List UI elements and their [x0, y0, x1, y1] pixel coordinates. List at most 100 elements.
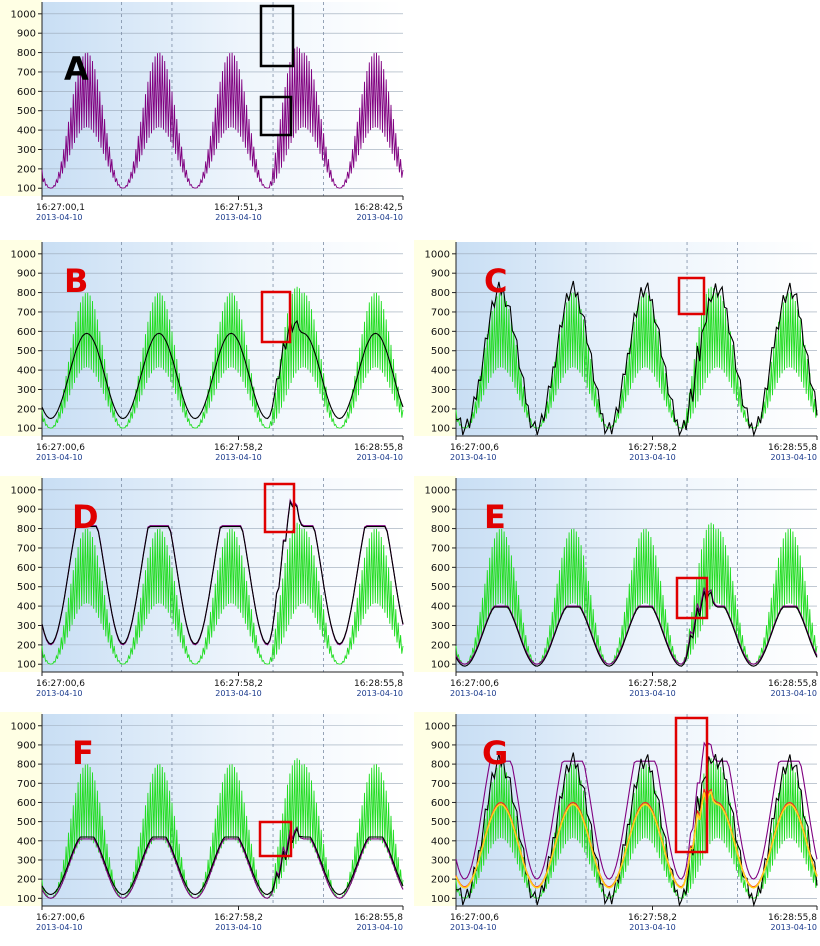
- x-tick-date: 2013-04-10: [36, 213, 83, 222]
- y-axis-band: [414, 712, 456, 906]
- series-line-3: [455, 591, 818, 667]
- y-tick-label: 1000: [11, 249, 36, 260]
- highlight-box: [675, 576, 709, 620]
- y-tick-label: 200: [17, 640, 36, 651]
- y-tick-label: 900: [431, 740, 450, 751]
- panel-label: F: [72, 734, 94, 772]
- x-tick-date: 2013-04-10: [450, 923, 497, 932]
- x-tick-date: 2013-04-10: [450, 689, 497, 698]
- y-tick-label: 600: [17, 87, 36, 98]
- y-tick-label: 800: [431, 760, 450, 771]
- x-tick-time: 16:27:00,6: [36, 913, 85, 923]
- x-tick-date: 2013-04-10: [629, 923, 676, 932]
- chart-svg-f: 100 200 300 400 500 600 700 800 900 1000 16:27:00,…: [0, 712, 404, 932]
- y-tick-label: 700: [431, 543, 450, 554]
- y-tick-label: 400: [431, 602, 450, 613]
- series-line-2: [455, 741, 818, 880]
- x-tick-date: 2013-04-10: [771, 923, 818, 932]
- chart-panel-c: 100 200 300 400 500 600 700 800 900 1000 16:27:00,…: [414, 240, 820, 476]
- chart-panel-e: 100 200 300 400 500 600 700 800 900 1000 16:27:00,…: [414, 476, 820, 712]
- x-tick-time: 16:27:58,2: [628, 443, 677, 453]
- x-tick-time: 16:28:55,8: [768, 443, 817, 453]
- y-tick-label: 400: [17, 126, 36, 137]
- y-tick-label: 600: [431, 798, 450, 809]
- y-tick-label: 400: [431, 366, 450, 377]
- x-tick-time: 16:27:00,6: [450, 679, 499, 689]
- y-tick-label: 100: [17, 424, 36, 435]
- series-line-2: [41, 826, 404, 899]
- y-tick-label: 200: [431, 404, 450, 415]
- highlight-box: [258, 820, 293, 858]
- y-tick-label: 500: [431, 817, 450, 828]
- series-line-1: [41, 758, 404, 899]
- y-tick-label: 600: [431, 327, 450, 338]
- x-tick-date: 2013-04-10: [36, 689, 83, 698]
- y-tick-label: 800: [431, 288, 450, 299]
- y-tick-label: 200: [17, 875, 36, 886]
- x-tick-time: 16:27:00,6: [36, 679, 85, 689]
- y-tick-label: 1000: [425, 721, 450, 732]
- x-tick-time: 16:28:55,8: [768, 913, 817, 923]
- y-tick-label: 800: [431, 524, 450, 535]
- x-tick-time: 16:27:58,2: [214, 913, 263, 923]
- panel-label: C: [484, 262, 507, 300]
- panel-label: A: [64, 50, 89, 88]
- chart-svg-g: 100 200 300 400 500 600 700 800 900 1000 16:27:00,…: [414, 712, 818, 932]
- y-tick-label: 200: [17, 164, 36, 175]
- x-tick-time: 16:27:00,6: [450, 443, 499, 453]
- x-tick-time: 16:27:58,2: [628, 679, 677, 689]
- x-tick-time: 16:27:00,6: [36, 443, 85, 453]
- series-line-3: [41, 827, 404, 896]
- y-tick-label: 1000: [11, 485, 36, 496]
- series-line-3: [455, 752, 818, 908]
- x-tick-date: 2013-04-10: [357, 923, 404, 932]
- y-tick-label: 900: [17, 505, 36, 516]
- y-tick-label: 900: [431, 269, 450, 280]
- y-tick-label: 300: [17, 855, 36, 866]
- highlight-box: [674, 716, 709, 854]
- x-tick-date: 2013-04-10: [215, 689, 262, 698]
- y-tick-label: 300: [431, 855, 450, 866]
- y-tick-label: 900: [17, 29, 36, 40]
- x-tick-date: 2013-04-10: [771, 453, 818, 462]
- panel-label: E: [484, 498, 506, 536]
- x-tick-date: 2013-04-10: [215, 923, 262, 932]
- x-tick-time: 16:28:55,8: [354, 913, 403, 923]
- y-tick-label: 400: [431, 836, 450, 847]
- y-tick-label: 800: [17, 48, 36, 59]
- chart-panel-a: 100 200 300 400 500 600 700 800 900 1000 16:27:00,…: [0, 0, 406, 236]
- y-tick-label: 400: [17, 602, 36, 613]
- y-tick-label: 400: [17, 836, 36, 847]
- series-line-2: [455, 280, 818, 438]
- plot-area: [42, 2, 403, 196]
- y-tick-label: 900: [431, 505, 450, 516]
- y-axis-band: [0, 240, 42, 436]
- highlight-box: [259, 95, 293, 137]
- x-tick-date: 2013-04-10: [36, 923, 83, 932]
- y-tick-label: 700: [17, 307, 36, 318]
- y-tick-label: 800: [17, 288, 36, 299]
- y-tick-label: 500: [17, 106, 36, 117]
- series-line-3: [41, 499, 404, 645]
- y-tick-label: 1000: [11, 9, 36, 20]
- y-tick-label: 300: [17, 145, 36, 156]
- series-line-1: [41, 522, 404, 665]
- chart-svg-d: 100 200 300 400 500 600 700 800 900 1000 16:27:00,…: [0, 476, 404, 698]
- chart-svg-b: 100 200 300 400 500 600 700 800 900 1000 16:27:00,…: [0, 240, 404, 462]
- x-tick-date: 2013-04-10: [357, 453, 404, 462]
- x-tick-date: 2013-04-10: [357, 213, 404, 222]
- y-tick-label: 100: [431, 424, 450, 435]
- y-tick-label: 1000: [425, 485, 450, 496]
- x-tick-date: 2013-04-10: [450, 453, 497, 462]
- x-tick-time: 16:28:55,8: [354, 443, 403, 453]
- plot-area: [42, 714, 403, 906]
- y-tick-label: 500: [17, 346, 36, 357]
- x-tick-time: 16:27:58,2: [214, 679, 263, 689]
- y-tick-label: 900: [17, 269, 36, 280]
- y-tick-label: 100: [17, 660, 36, 671]
- y-tick-label: 100: [431, 894, 450, 905]
- panel-label: B: [64, 262, 88, 300]
- y-axis-band: [0, 476, 42, 672]
- y-tick-label: 500: [431, 582, 450, 593]
- y-tick-label: 200: [431, 875, 450, 886]
